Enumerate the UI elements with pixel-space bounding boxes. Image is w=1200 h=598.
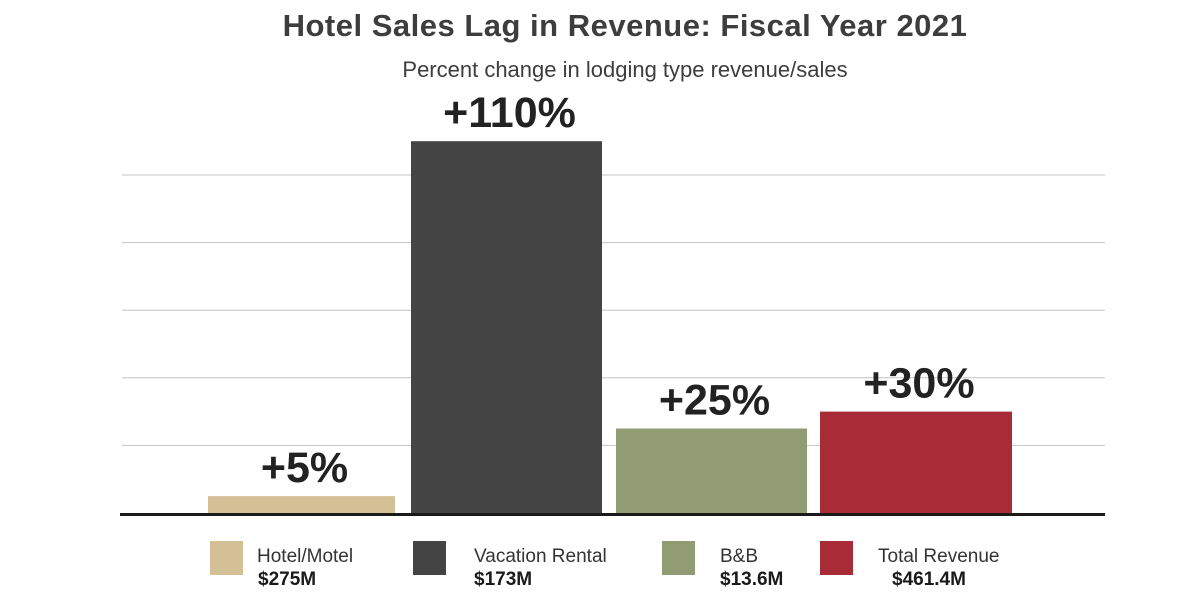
legend-label-vacation-rental: Vacation Rental: [474, 546, 607, 567]
bar-bnb: [616, 428, 807, 513]
legend-item-vacation-rental: Vacation Rental $173M: [413, 538, 623, 592]
legend-label-bnb: B&B: [720, 546, 759, 567]
bar-total-revenue: [820, 411, 1012, 513]
legend-swatch-vacation-rental: [413, 541, 446, 575]
legend-swatch-hotel-motel: [210, 541, 243, 575]
value-label-bnb: +25%: [659, 377, 770, 425]
chart-title: Hotel Sales Lag in Revenue: Fiscal Year …: [282, 8, 968, 43]
legend-swatch-bnb: [662, 541, 695, 575]
value-label-hotel-motel: +5%: [261, 444, 348, 492]
legend-item-bnb: B&B $13.6M: [662, 538, 812, 592]
bar-hotel-motel: [208, 496, 395, 513]
bar-vacation-rental: [411, 141, 602, 513]
legend-amount-total-revenue: $461.4M: [892, 569, 966, 590]
legend-amount-vacation-rental: $173M: [474, 569, 533, 590]
legend-amount-hotel-motel: $275M: [258, 569, 317, 590]
legend-item-total-revenue: Total Revenue $461.4M: [820, 538, 1020, 592]
legend-item-hotel-motel: Hotel/Motel $275M: [210, 538, 400, 592]
legend-label-total-revenue: Total Revenue: [878, 546, 1000, 567]
legend-amount-bnb: $13.6M: [720, 569, 784, 590]
legend-swatch-total-revenue: [820, 541, 853, 575]
value-label-vacation-rental: +110%: [443, 89, 576, 137]
value-label-total-revenue: +30%: [863, 360, 974, 408]
legend-label-hotel-motel: Hotel/Motel: [257, 546, 354, 567]
chart-subtitle: Percent change in lodging type revenue/s…: [402, 57, 848, 82]
